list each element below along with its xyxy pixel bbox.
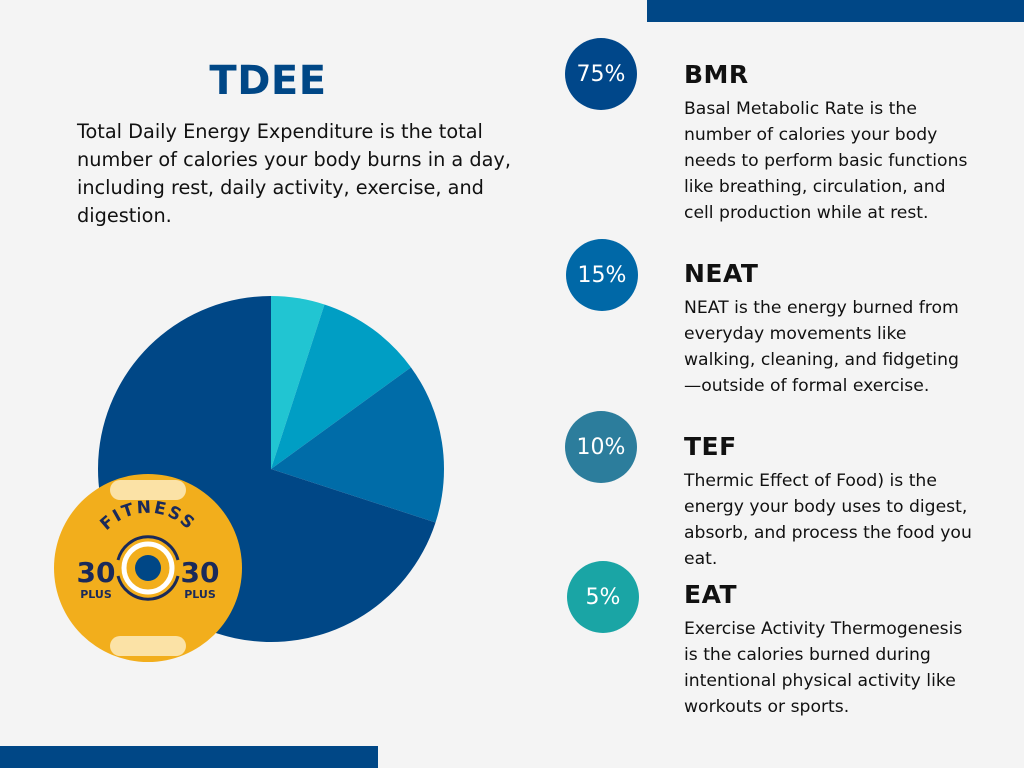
logo-ring-arc-top <box>116 535 180 561</box>
eat-description: Exercise Activity Thermogenesis is the c… <box>684 619 963 717</box>
logo-number-right: 30 <box>181 556 220 589</box>
neat-percent-badge: 15% <box>566 239 638 311</box>
top-decor-bar <box>647 0 1024 22</box>
neat-title: NEAT <box>684 259 759 288</box>
eat-percent-badge: 5% <box>567 561 639 633</box>
logo-subtext-left: PLUS <box>80 588 112 601</box>
intro-text: Total Daily Energy Expenditure is the to… <box>77 120 511 227</box>
logo-bottom-grip <box>110 636 186 656</box>
bmr-description: Basal Metabolic Rate is the number of ca… <box>684 99 968 223</box>
eat-title: EAT <box>684 580 738 609</box>
pie-slice-tef <box>271 304 411 469</box>
neat-description: NEAT is the energy burned from everyday … <box>684 298 959 396</box>
page-title: TDEE <box>209 58 327 104</box>
bottom-decor-bar <box>0 746 378 768</box>
tef-description: Thermic Effect of Food) is the energy yo… <box>684 471 972 569</box>
tef-title: TEF <box>684 432 737 461</box>
logo-inner-ring <box>121 541 175 595</box>
logo-top-grip <box>110 480 186 500</box>
pie-slice-eat <box>271 296 325 469</box>
bmr-title: BMR <box>684 60 749 89</box>
pie-slice-neat <box>271 367 444 523</box>
logo-center-hole <box>135 555 161 581</box>
bmr-percent-badge: 75% <box>565 38 637 110</box>
tef-percent-badge: 10% <box>565 411 637 483</box>
fitness-30-plus-logo: FITNESS 30 30 PLUS PLUS <box>54 474 242 662</box>
logo-subtext-right: PLUS <box>184 588 216 601</box>
logo-number-left: 30 <box>77 556 116 589</box>
logo-ring-arc-bottom <box>116 575 180 601</box>
